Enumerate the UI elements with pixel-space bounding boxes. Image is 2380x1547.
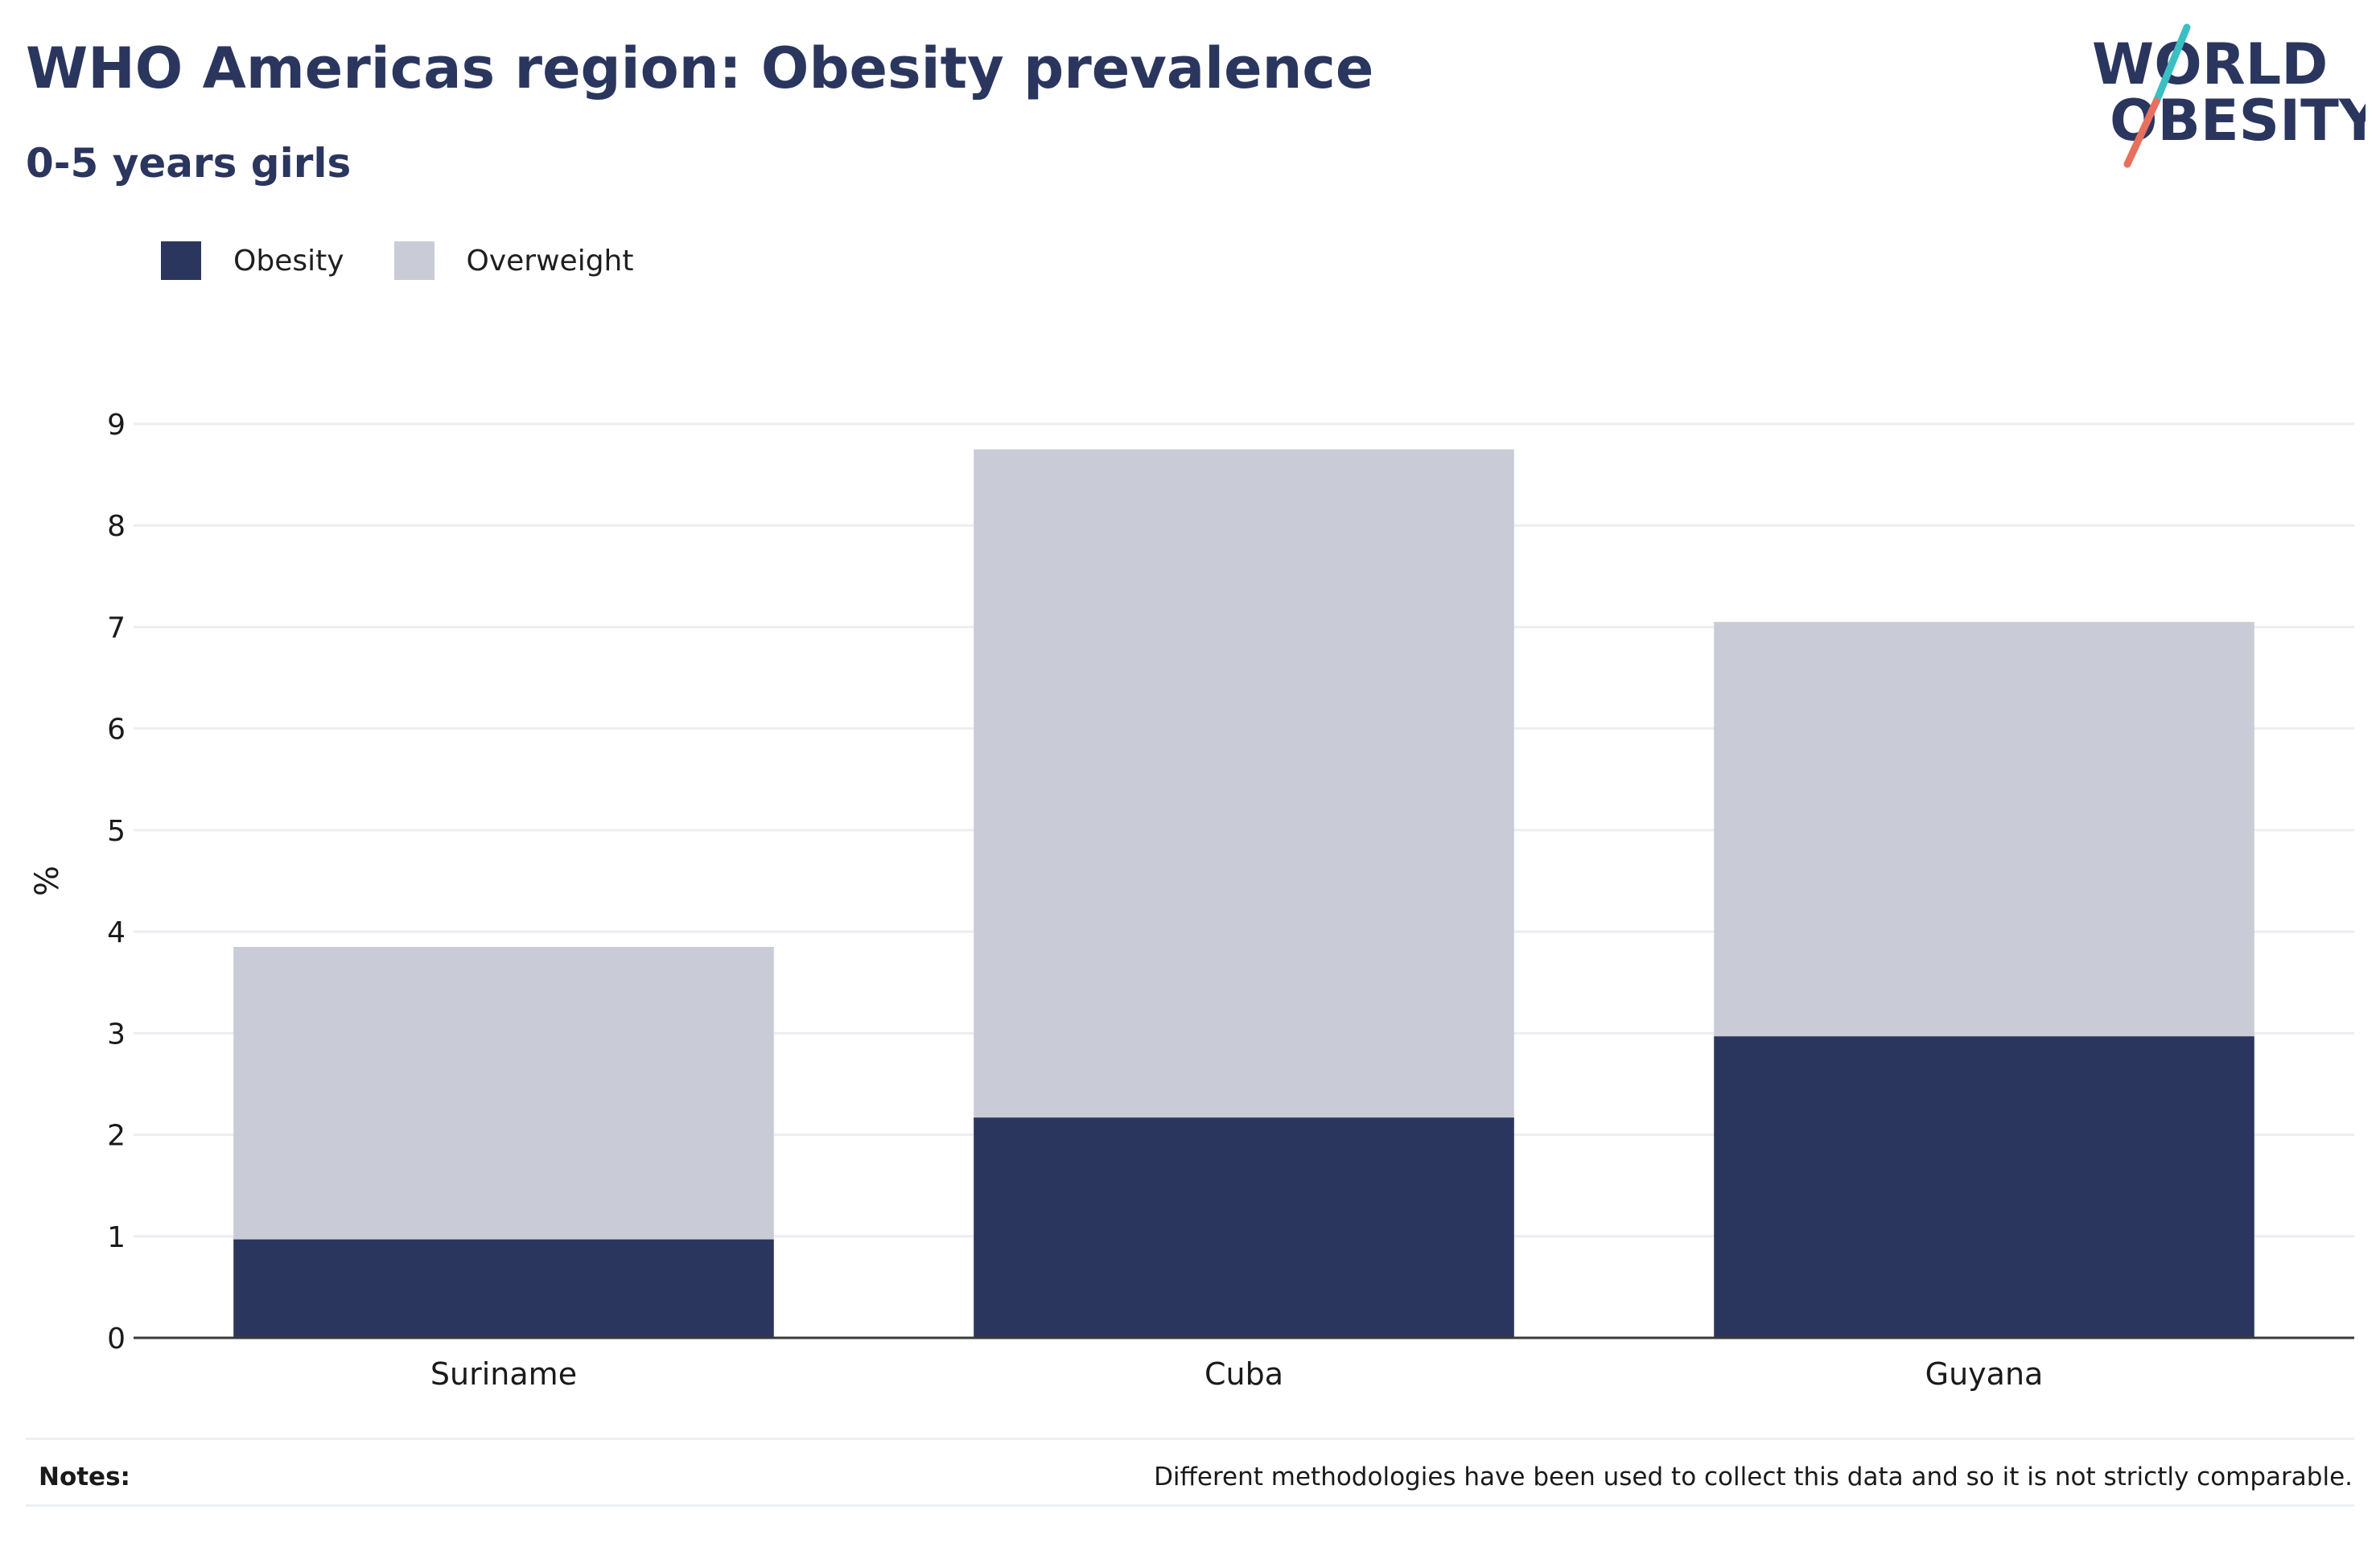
notes-label: Notes: [39,1463,130,1491]
footer-divider-top [26,1438,2354,1440]
legend-item-obesity[interactable]: Obesity [161,241,344,280]
svg-text:WORLD: WORLD [2092,31,2328,97]
legend-swatch-overweight [393,241,434,280]
bar-obesity-cuba [974,1117,1514,1338]
y-tick-label: 6 [107,714,126,747]
x-tick-label: Cuba [1204,1356,1283,1392]
y-tick-label: 3 [107,1018,126,1051]
y-tick-label: 8 [107,510,126,543]
y-tick-label: 1 [107,1221,126,1254]
footer-divider-bottom [26,1504,2354,1507]
world-obesity-logo: WORLD OBESITY [2092,23,2380,175]
y-tick-label: 2 [107,1120,126,1153]
legend-label-obesity: Obesity [233,244,344,278]
y-tick-label: 7 [107,611,126,644]
bar-overweight-suriname [233,947,774,1240]
bar-obesity-guyana [1714,1036,2254,1338]
chart-subtitle: 0-5 years girls [26,140,352,187]
chart-legend: Obesity Overweight [161,240,683,282]
legend-label-overweight: Overweight [466,244,634,278]
chart-title: WHO Americas region: Obesity prevalence [26,35,1374,101]
bar-obesity-suriname [233,1239,774,1338]
x-tick-label: Guyana [1925,1356,2044,1392]
legend-item-overweight[interactable]: Overweight [393,241,634,280]
bar-overweight-cuba [974,449,1514,1118]
y-tick-label: 5 [107,815,126,848]
y-tick-label: 9 [107,409,126,442]
y-axis-label: % [29,866,66,896]
legend-swatch-obesity [161,241,201,280]
bar-overweight-guyana [1714,622,2254,1037]
axes: 0 1 2 3 4 5 6 7 8 9% Suriname Cuba Guyana [29,409,2354,1392]
y-tick-label: 0 [107,1323,126,1356]
notes-text: Different methodologies have been used t… [1154,1463,2353,1491]
bars [233,449,2254,1338]
y-tick-label: 4 [107,916,126,949]
x-tick-label: Suriname [430,1356,577,1392]
